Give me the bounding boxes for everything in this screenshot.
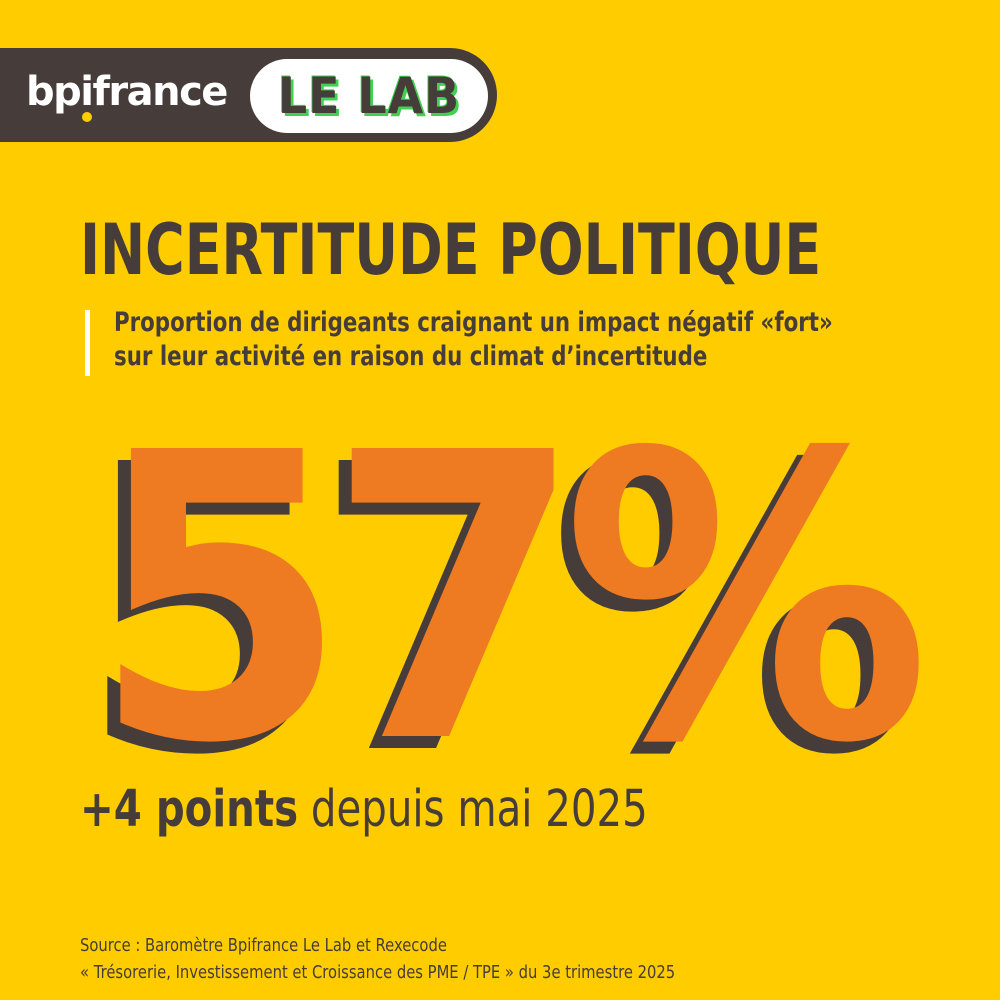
key-figure: 57% (92, 370, 930, 830)
subtitle-accent-rule (85, 310, 90, 376)
page-title: INCERTITUDE POLITIQUE (80, 209, 822, 291)
subtitle: Proportion de dirigeants craignant un im… (114, 306, 904, 374)
le-lab-badge-text: LE LAB (277, 67, 461, 125)
change-statement: +4 points depuis mai 2025 (80, 775, 870, 845)
source-line-2: « Trésorerie, Investissement et Croissan… (80, 962, 676, 983)
bpifrance-logo: bpifrance (26, 69, 228, 115)
subtitle-line-2: sur leur activité en raison du climat d’… (114, 341, 708, 372)
logo-dot-icon (82, 112, 92, 122)
change-value: +4 points (80, 780, 299, 839)
change-context: depuis mai 2025 (298, 780, 648, 839)
subtitle-line-1: Proportion de dirigeants craignant un im… (114, 307, 833, 338)
le-lab-badge (250, 59, 488, 133)
source-line-1: Source : Baromètre Bpifrance Le Lab et R… (80, 935, 447, 956)
source-note: Source : Baromètre Bpifrance Le Lab et R… (80, 932, 900, 986)
